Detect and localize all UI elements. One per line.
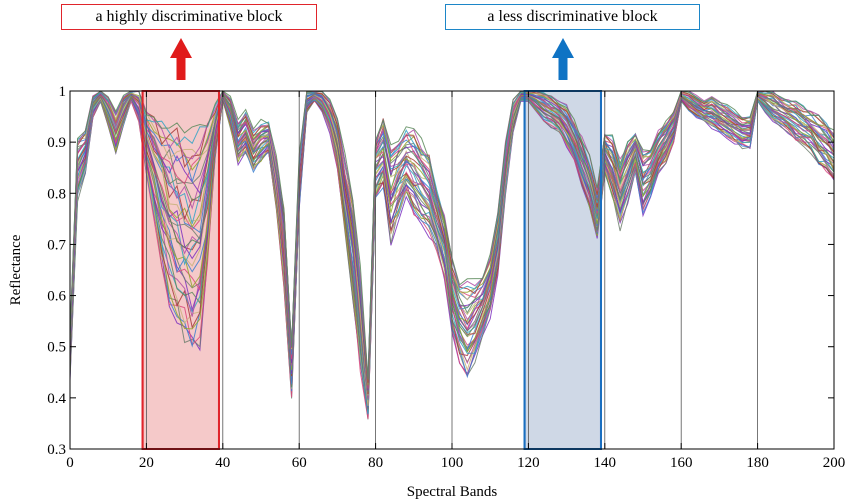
x-axis-label: Spectral Bands <box>407 484 498 500</box>
y-axis-label: Reflectance <box>8 234 24 305</box>
y-tick-label: 1 <box>59 84 67 100</box>
y-tick-label: 0.8 <box>47 186 66 202</box>
x-tick-label: 80 <box>368 455 383 471</box>
x-tick-label: 180 <box>746 455 769 471</box>
callout-less-discriminative-label: a less discriminative block <box>487 8 658 25</box>
x-tick-label: 40 <box>215 455 230 471</box>
arrow-up-blue-icon <box>552 38 574 80</box>
highlight-block-blue <box>523 90 602 450</box>
y-tick-label: 0.3 <box>47 442 66 458</box>
x-tick-label: 120 <box>517 455 540 471</box>
x-tick-label: 60 <box>292 455 307 471</box>
y-tick-label: 0.4 <box>47 391 66 407</box>
x-tick-label: 200 <box>823 455 846 471</box>
y-tick-label: 0.9 <box>47 135 66 151</box>
y-tick-label: 0.5 <box>47 340 66 356</box>
x-tick-label: 100 <box>441 455 464 471</box>
x-tick-label: 140 <box>594 455 617 471</box>
x-tick-label: 20 <box>139 455 154 471</box>
callout-highly-discriminative-label: a highly discriminative block <box>95 8 283 25</box>
y-tick-label: 0.7 <box>47 237 66 253</box>
x-tick-label: 0 <box>66 455 74 471</box>
y-tick-label: 0.6 <box>47 289 66 305</box>
x-tick-label: 160 <box>670 455 693 471</box>
arrow-up-red-icon <box>170 38 192 80</box>
callout-highly-discriminative: a highly discriminative block <box>61 4 317 30</box>
callout-less-discriminative: a less discriminative block <box>445 4 700 30</box>
